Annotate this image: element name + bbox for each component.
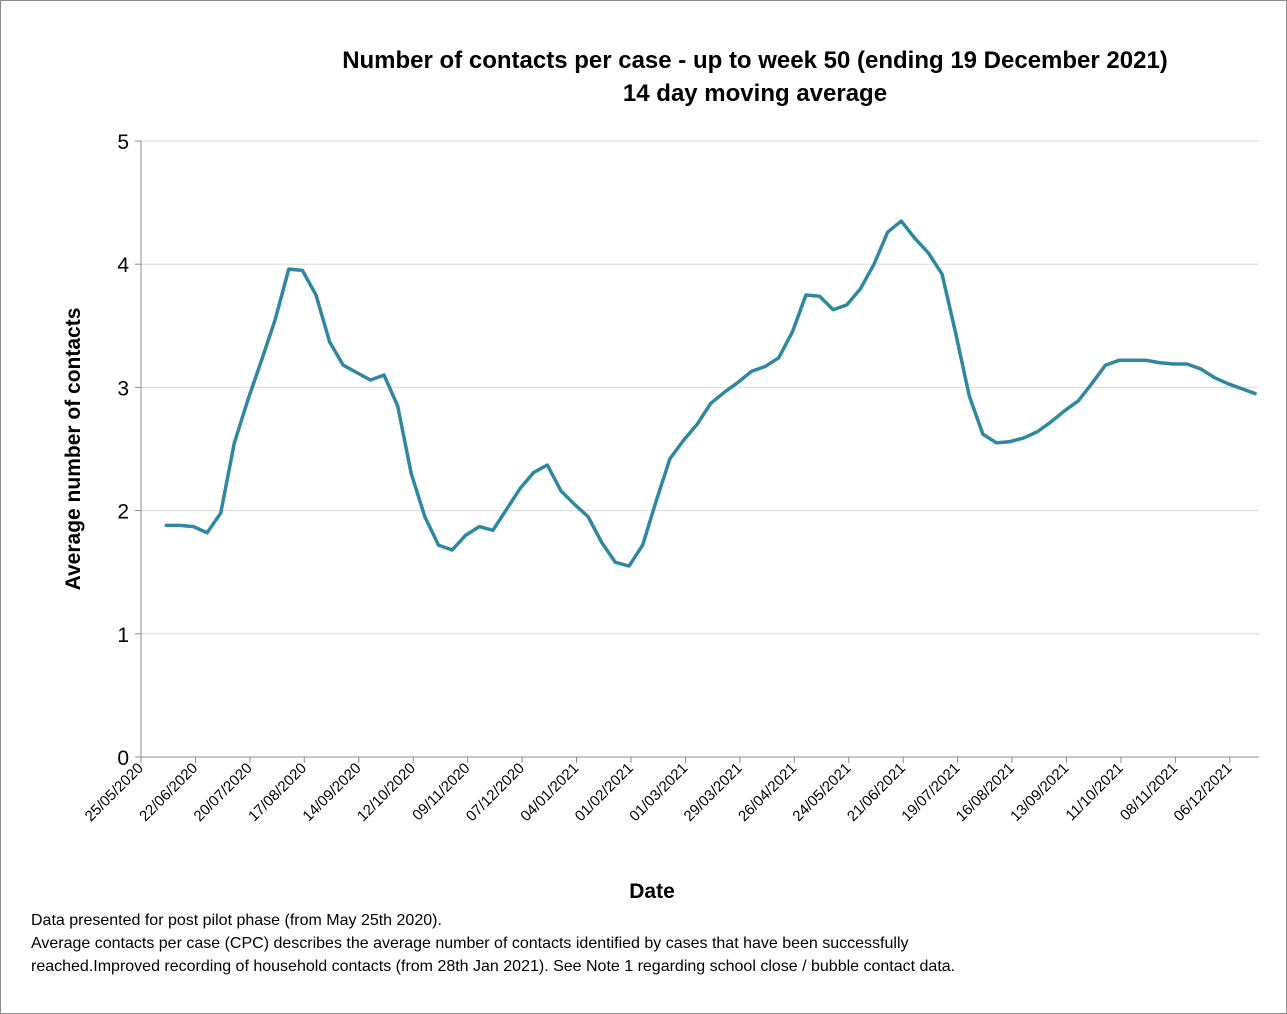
- note: Data presented for post pilot phase (fro…: [31, 912, 442, 929]
- note: Average contacts per case (CPC) describe…: [31, 935, 909, 952]
- y-tick-label: 2: [117, 501, 129, 524]
- note: reached.Improved recording of household …: [31, 958, 955, 975]
- y-tick-label: 0: [117, 747, 129, 770]
- y-tick-label: 5: [117, 131, 129, 154]
- y-tick-label: 3: [117, 377, 129, 400]
- y-axis-label: Average number of contacts: [62, 308, 85, 591]
- y-tick-label: 1: [117, 624, 129, 647]
- y-tick-label: 4: [117, 254, 129, 277]
- chart-title: Number of contacts per case - up to week…: [342, 47, 1168, 74]
- x-axis-label: Date: [629, 880, 675, 903]
- data-line: [164, 219, 1257, 568]
- chart-subtitle: 14 day moving average: [623, 80, 887, 107]
